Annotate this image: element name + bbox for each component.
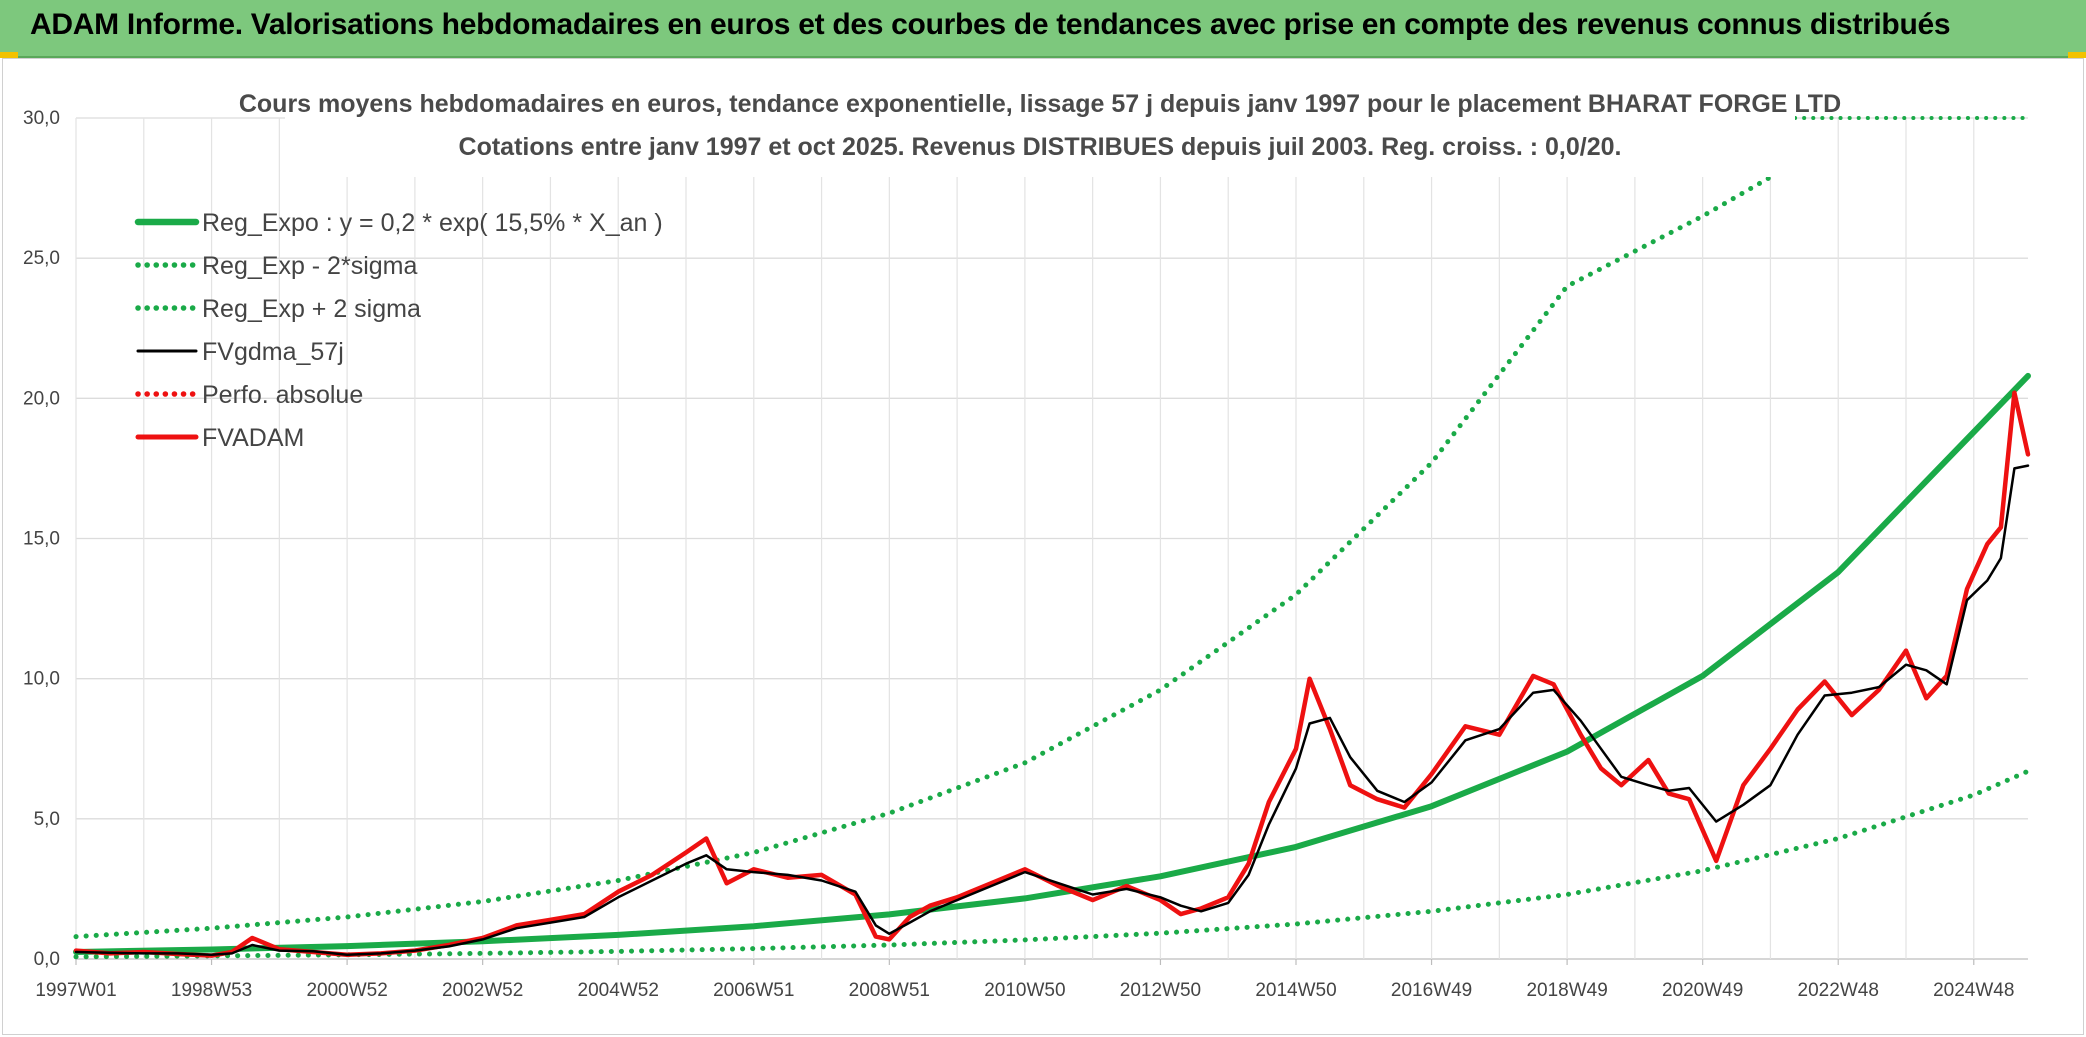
legend-label-3: FVgdma_57j (202, 338, 344, 366)
x-tick-label: 2012W50 (1120, 980, 1201, 1001)
chart-frame (2, 58, 2084, 1035)
x-tick-label: 1997W01 (35, 980, 116, 1001)
series-line-3 (74, 464, 2030, 957)
x-tick-label: 2000W52 (306, 980, 387, 1001)
series-line-1 (73, 768, 2031, 960)
legend-label-1: Reg_Exp - 2*sigma (202, 252, 417, 280)
y-tick-label: 25,0 (23, 248, 60, 269)
y-tick-label: 10,0 (23, 669, 60, 690)
y-tick-label: 5,0 (34, 809, 60, 830)
legend-label-4: Perfo. absolue (202, 381, 363, 409)
x-tick-label: 2022W48 (1798, 980, 1879, 1001)
x-tick-label: 2002W52 (442, 980, 523, 1001)
series-line-5 (73, 390, 2031, 958)
y-tick-label: 20,0 (23, 388, 60, 409)
page-title: ADAM Informe. Valorisations hebdomadaire… (30, 8, 1951, 41)
legend: Reg_Expo : y = 0,2 * exp( 15,5% * X_an )… (134, 209, 663, 452)
corner-marker-right (2068, 52, 2086, 58)
chart-title-line2: Cotations entre janv 1997 et oct 2025. R… (459, 133, 1622, 161)
x-tick-label: 2008W51 (849, 980, 930, 1001)
corner-marker-left (0, 52, 18, 58)
x-tick-label: 2016W49 (1391, 980, 1472, 1001)
legend-label-2: Reg_Exp + 2 sigma (202, 295, 421, 323)
legend-label-5: FVADAM (202, 424, 304, 452)
header-bar: ADAM Informe. Valorisations hebdomadaire… (0, 0, 2086, 58)
x-tick-label: 2004W52 (578, 980, 659, 1001)
x-tick-label: 2014W50 (1255, 980, 1336, 1001)
x-tick-label: 1998W53 (171, 980, 252, 1001)
x-tick-label: 2006W51 (713, 980, 794, 1001)
x-axis-ticks: 1997W01 1998W53 2000W52 2002W52 2004W52 2006W… (35, 959, 2014, 1001)
series-line-2 (73, 168, 1784, 940)
x-tick-label: 2020W49 (1662, 980, 1743, 1001)
grid (75, 117, 2028, 960)
x-tick-label: 2018W49 (1526, 980, 1607, 1001)
legend-label-0: Reg_Expo : y = 0,2 * exp( 15,5% * X_an ) (202, 209, 663, 237)
y-tick-label: 0,0 (34, 949, 60, 970)
x-tick-label: 2010W50 (984, 980, 1065, 1001)
title-background (285, 95, 1795, 177)
x-tick-label: 2024W48 (1933, 980, 2014, 1001)
series-line-0 (73, 372, 2031, 955)
chart-title-line1: Cours moyens hebdomadaires en euros, ten… (239, 90, 1841, 118)
y-tick-label: 30,0 (23, 108, 60, 129)
y-tick-label: 15,0 (23, 529, 60, 550)
series-group (73, 116, 2031, 960)
y-axis-ticks: 0,0 5,0 10,0 15,0 20,0 25,0 30,0 (23, 108, 60, 970)
